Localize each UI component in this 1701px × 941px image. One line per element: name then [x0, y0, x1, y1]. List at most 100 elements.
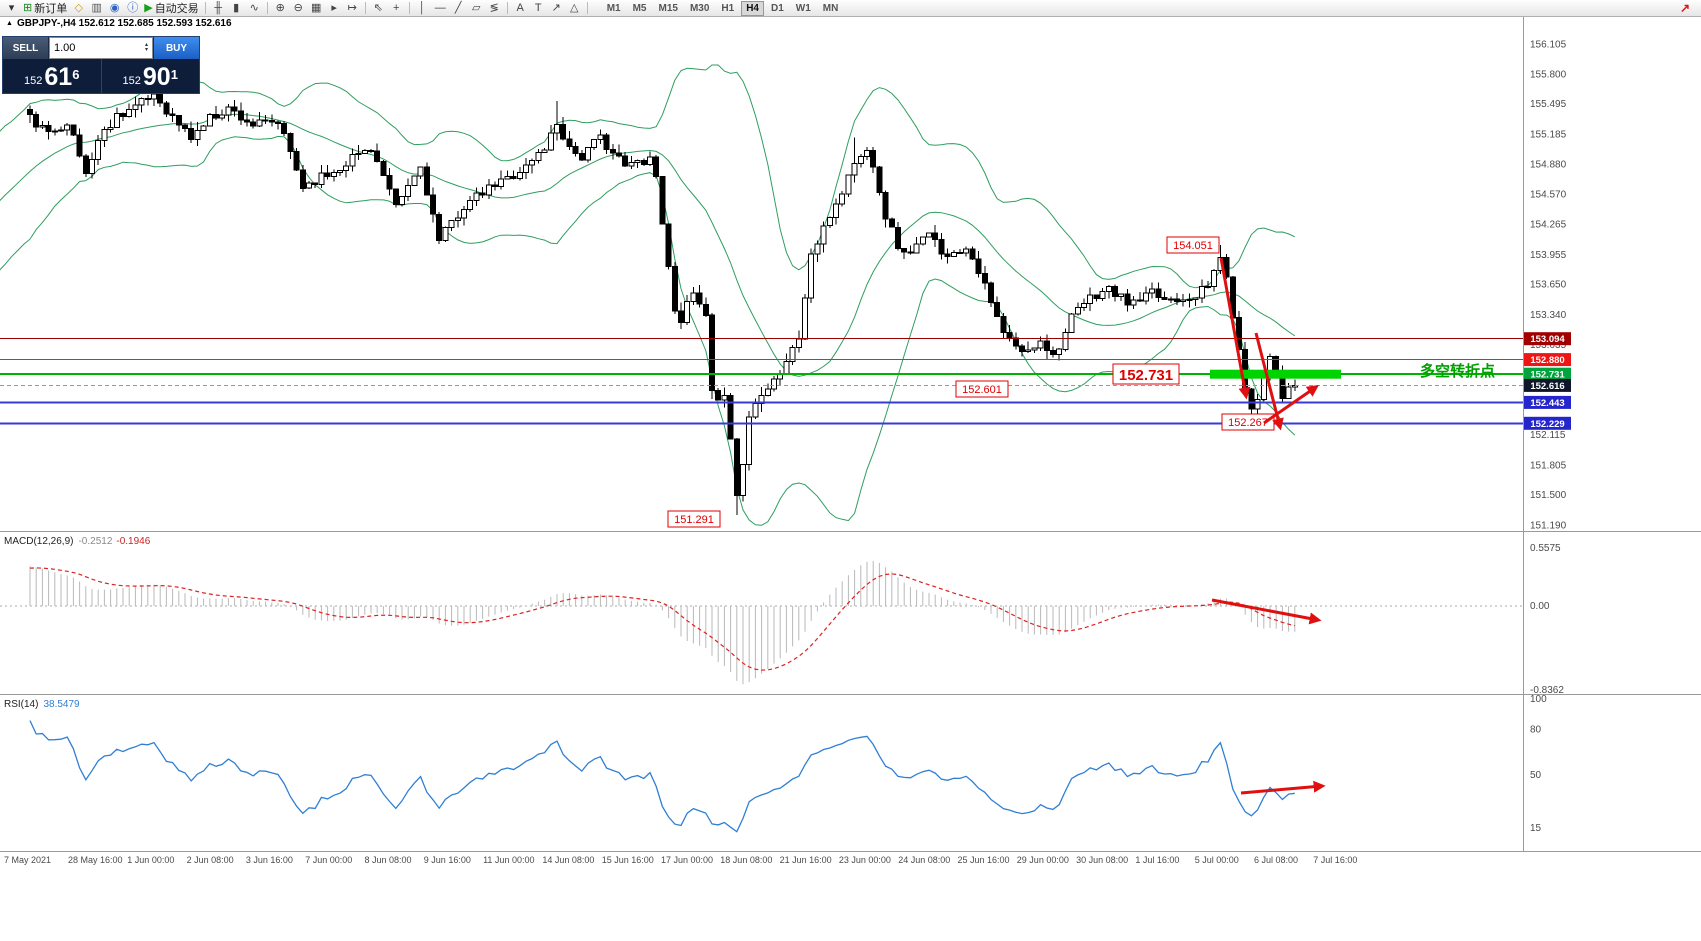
fibonacci-tool-icon: ≶	[489, 1, 499, 14]
volume-down-icon[interactable]: ▾	[144, 47, 148, 53]
price-annotation-text: 152.601	[962, 384, 1002, 396]
price-annotation-box[interactable]	[1166, 236, 1220, 254]
charts-button[interactable]: ▥	[88, 1, 105, 16]
timeframe-w1[interactable]: W1	[795, 2, 811, 14]
alert-arrow-icon[interactable]: ↗	[1679, 1, 1690, 15]
vertical-line-tool[interactable]: │	[414, 1, 431, 16]
rsi-layer	[29, 720, 1295, 833]
shapes-tool[interactable]: △	[566, 1, 583, 16]
macd-signal-value: -0.1946	[116, 536, 151, 547]
time-axis-label: 21 Jun 16:00	[780, 855, 832, 865]
time-axis-label: 17 Jun 00:00	[661, 855, 713, 865]
price-axis-label: 152.115	[1530, 430, 1566, 441]
price-annotation-box[interactable]	[955, 380, 1009, 398]
price-tag-153.094	[1524, 332, 1571, 346]
cn-note-label[interactable]: 多空转折点	[1420, 362, 1495, 380]
price-axis-label: 153.035	[1530, 340, 1567, 351]
bollinger-middle-line	[0, 113, 1296, 377]
label-tool[interactable]: T	[530, 1, 547, 16]
svg-text:152.880: 152.880	[1530, 355, 1564, 366]
timeframe-h1[interactable]: H1	[721, 2, 735, 14]
price-annotation-box[interactable]	[1112, 363, 1180, 385]
price-axis-label: 153.955	[1530, 250, 1567, 261]
rsi-indicator-label: RSI(14) 38.5479	[4, 699, 80, 710]
data-window-button[interactable]: ⓘ	[124, 1, 141, 16]
zoom-in[interactable]: ⊕	[272, 1, 289, 16]
candle-chart-type[interactable]: ▮	[228, 1, 245, 16]
indicators-button[interactable]: ◇	[70, 1, 87, 16]
symbol-ohlc-text: GBPJPY-,H4 152.612 152.685 152.593 152.6…	[16, 18, 232, 29]
channel-tool[interactable]: ▱	[468, 1, 485, 16]
highlight-band[interactable]	[1210, 369, 1341, 379]
time-axis-label: 2 Jun 08:00	[187, 855, 234, 865]
time-axis-label: 8 Jun 08:00	[365, 855, 412, 865]
crosshair-tool-icon: +	[392, 1, 400, 14]
panel-separators	[0, 17, 1701, 852]
text-tool[interactable]: A	[512, 1, 529, 16]
trend-arrow[interactable]	[1254, 332, 1284, 431]
price-annotation-box[interactable]	[667, 510, 721, 528]
time-axis-label: 18 Jun 08:00	[720, 855, 772, 865]
autotrade-button[interactable]: ▶ 自动交易	[142, 1, 200, 16]
price-annotation-text: 152.731	[1119, 367, 1173, 384]
timeframe-h4[interactable]: H4	[741, 0, 764, 16]
toolbar-separator	[266, 2, 268, 14]
volume-input[interactable]: 1.00 ▴ ▾	[49, 37, 153, 59]
fibonacci-tool[interactable]: ≶	[486, 1, 503, 16]
trend-arrow[interactable]	[1263, 384, 1319, 425]
collapse-toggle[interactable]: ▾	[3, 1, 20, 16]
timeframe-d1[interactable]: D1	[771, 2, 784, 14]
bar-chart-type[interactable]: ╫	[210, 1, 227, 16]
cursor-tool-icon: ⇖	[373, 1, 383, 14]
buy-price[interactable]: 152 90 1	[102, 59, 200, 93]
tile-windows[interactable]: ▦	[308, 1, 325, 16]
time-axis-label: 1 Jul 16:00	[1135, 855, 1179, 865]
timeframe-m5[interactable]: M5	[632, 2, 647, 14]
time-axis-label: 30 Jun 08:00	[1076, 855, 1128, 865]
auto-scroll[interactable]: ▸	[326, 1, 343, 16]
price-axis-label: 154.880	[1530, 159, 1567, 170]
new-order-button[interactable]: ⊞ 新订单	[21, 1, 69, 16]
zoom-out-icon: ⊖	[293, 1, 303, 14]
sell-price-sup: 6	[72, 67, 80, 82]
buy-button[interactable]: BUY	[153, 37, 199, 59]
trend-arrow[interactable]	[1240, 780, 1326, 795]
price-axis-label: 153.650	[1530, 280, 1567, 291]
shapes-tool-icon: △	[569, 1, 579, 14]
line-chart-type[interactable]: ∿	[246, 1, 263, 16]
timeframe-mn[interactable]: MN	[822, 2, 839, 14]
sell-price[interactable]: 152 61 6	[3, 59, 102, 93]
svg-text:152.731: 152.731	[1530, 370, 1565, 381]
macd-signal-line	[29, 567, 1295, 671]
main-toolbar: ▾ ⊞ 新订单 ◇ ▥ ◉ ⓘ ▶ 自动交易 ╫ ▮ ∿ ⊕ ⊖ ▦ ▸ ↦ ⇖ + │ ― ╱ ▱ ≶ A T ↗ △ M1 M5 M15…	[0, 0, 1701, 17]
volume-value: 1.00	[54, 42, 76, 54]
trendline-tool-icon: ╱	[454, 1, 462, 14]
price-axis-label: 154.570	[1530, 190, 1567, 201]
trend-arrows-layer	[1211, 257, 1326, 795]
market-watch-button[interactable]: ◉	[106, 1, 123, 16]
horizontal-line-tool[interactable]: ―	[432, 1, 449, 16]
volume-up-icon[interactable]: ▴	[144, 42, 148, 48]
zoom-out[interactable]: ⊖	[290, 1, 307, 16]
trend-arrow[interactable]	[1211, 598, 1322, 625]
timeframe-m15[interactable]: M15	[658, 2, 678, 14]
sell-button[interactable]: SELL	[3, 37, 49, 59]
timeframe-m1[interactable]: M1	[606, 2, 621, 14]
volume-spinner[interactable]: ▴ ▾	[144, 42, 148, 53]
cursor-tool[interactable]: ⇖	[370, 1, 387, 16]
trendline-tool[interactable]: ╱	[450, 1, 467, 16]
one-click-collapse-icon[interactable]: ▲	[6, 20, 13, 27]
autotrade-button-icon: ▶	[144, 1, 153, 14]
timeframe-m30[interactable]: M30	[689, 2, 710, 14]
time-axis-label: 1 Jun 00:00	[127, 855, 174, 865]
time-axis-label: 9 Jun 16:00	[424, 855, 471, 865]
bollinger-lower-line	[0, 135, 1296, 526]
trend-arrow[interactable]	[1219, 257, 1251, 400]
chart-shift[interactable]: ↦	[344, 1, 361, 16]
arrow-objects-tool-icon: ↗	[551, 1, 561, 14]
crosshair-tool[interactable]: +	[388, 1, 405, 16]
arrow-objects-tool[interactable]: ↗	[548, 1, 565, 16]
time-axis-label: 5 Jul 00:00	[1195, 855, 1239, 865]
rsi-axis-label: 15	[1530, 823, 1542, 834]
